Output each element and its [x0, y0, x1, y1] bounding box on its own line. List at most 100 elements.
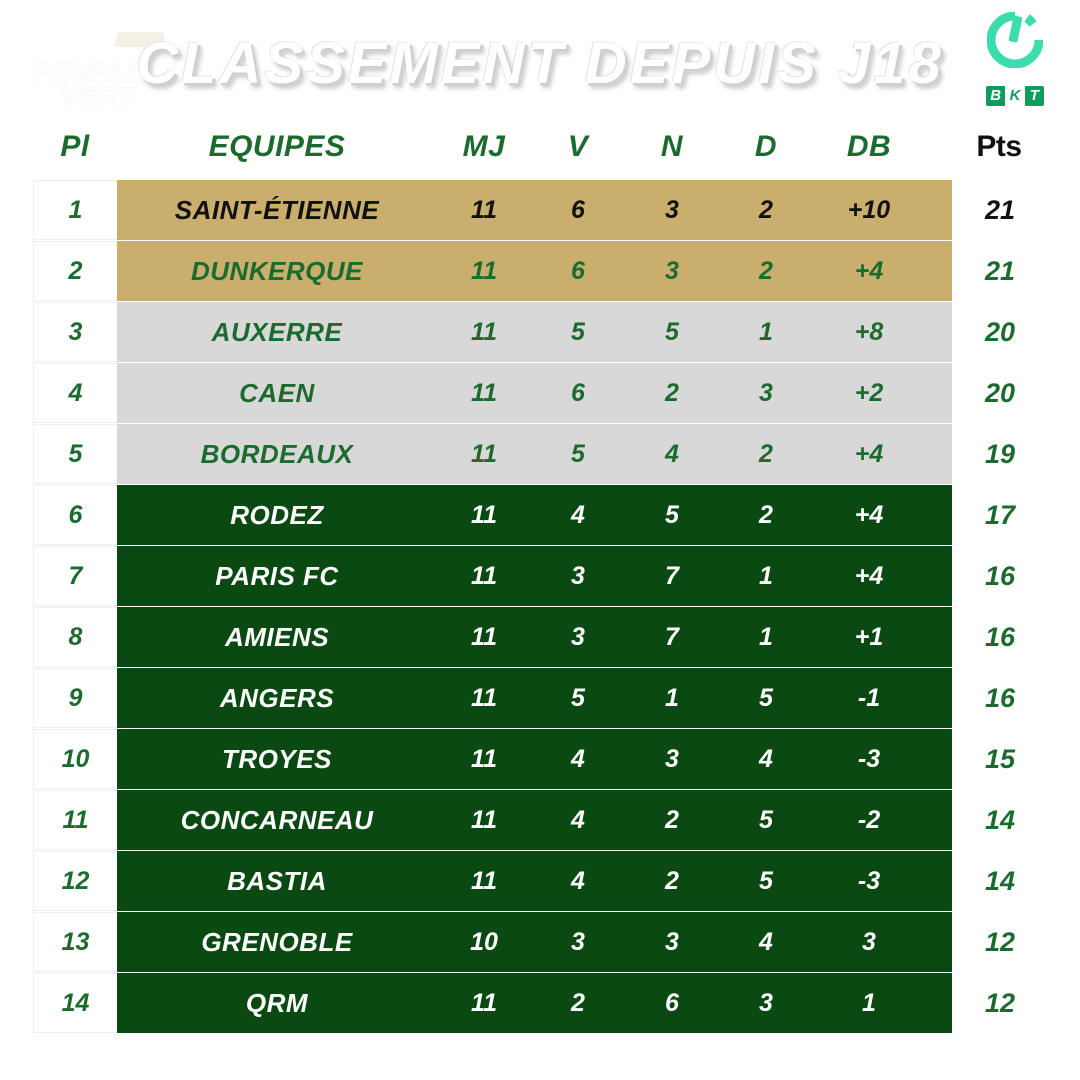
table-row[interactable]: 9 ANGERS 11 5 1 5 -1 16: [33, 668, 1048, 728]
table-row[interactable]: 4 CAEN 11 6 2 3 +2 20: [33, 363, 1048, 423]
cell-goal-difference: 1: [862, 988, 876, 1017]
cell-losses: 1: [759, 561, 773, 590]
cell-wins: 6: [571, 195, 585, 224]
cell-position: 1: [33, 180, 117, 240]
cell-team-name: ANGERS: [219, 682, 335, 713]
cell-matches-played: 11: [471, 195, 497, 224]
cell-position: 2: [33, 241, 117, 301]
cell-losses: 5: [759, 683, 773, 712]
cell-matches-played: 11: [471, 744, 497, 773]
cell-goal-difference: -3: [857, 866, 881, 895]
cell-draws: 1: [665, 683, 679, 712]
table-row[interactable]: 6 RODEZ 11 4 5 2 +4 17: [33, 485, 1048, 545]
cell-draws: 3: [665, 744, 679, 773]
cell-team-name: BORDEAUX: [200, 438, 354, 469]
cell-team-name: AMIENS: [224, 621, 330, 652]
cell-losses: 4: [759, 927, 773, 956]
cell-goal-difference: +8: [854, 317, 884, 346]
row-bar: GRENOBLE 10 3 3 4 3: [117, 912, 952, 972]
cell-losses: 2: [759, 439, 773, 468]
table-row[interactable]: 1 SAINT-ÉTIENNE 11 6 3 2 +10 21: [33, 180, 1048, 240]
table-row[interactable]: 12 BASTIA 11 4 2 5 -3 14: [33, 851, 1048, 911]
cell-position: 9: [33, 668, 117, 728]
column-header-d: D: [754, 130, 778, 163]
cell-team-name: TROYES: [222, 743, 332, 774]
cell-goal-difference: +1: [854, 622, 884, 651]
cell-matches-played: 11: [471, 561, 497, 590]
cell-points: 14: [952, 790, 1048, 850]
cell-team-name: CONCARNEAU: [180, 804, 374, 835]
cell-position: 10: [33, 729, 117, 789]
cell-team-name: DUNKERQUE: [190, 255, 364, 286]
row-bar: BORDEAUX 11 5 4 2 +4: [117, 424, 952, 484]
column-header-v: V: [567, 130, 589, 163]
cell-draws: 7: [665, 561, 679, 590]
table-row[interactable]: 3 AUXERRE 11 5 5 1 +8 20: [33, 302, 1048, 362]
cell-draws: 5: [665, 500, 679, 529]
row-bar: DUNKERQUE 11 6 3 2 +4: [117, 241, 952, 301]
peuple-vert-logo: PEUPLE VERT: [24, 14, 174, 114]
cell-losses: 1: [759, 622, 773, 651]
column-header-team: EQUIPES: [208, 130, 346, 163]
cell-team-name: BASTIA: [227, 865, 327, 896]
cell-matches-played: 11: [471, 683, 497, 712]
cell-losses: 3: [759, 378, 773, 407]
cell-wins: 5: [571, 439, 585, 468]
cell-wins: 2: [571, 988, 585, 1017]
cell-wins: 3: [571, 927, 585, 956]
cell-wins: 4: [571, 866, 585, 895]
cell-points: 17: [952, 485, 1048, 545]
cell-losses: 2: [759, 195, 773, 224]
row-bar: AUXERRE 11 5 5 1 +8: [117, 302, 952, 362]
cell-position: 12: [33, 851, 117, 911]
cell-goal-difference: -1: [857, 683, 881, 712]
cell-draws: 3: [665, 927, 679, 956]
table-row[interactable]: 5 BORDEAUX 11 5 4 2 +4 19: [33, 424, 1048, 484]
cell-matches-played: 11: [471, 988, 497, 1017]
cell-position: 5: [33, 424, 117, 484]
bkt-letter-t: T: [1024, 86, 1044, 106]
cell-wins: 5: [571, 317, 585, 346]
row-bar: AMIENS 11 3 7 1 +1: [117, 607, 952, 667]
cell-draws: 7: [665, 622, 679, 651]
table-row[interactable]: 11 CONCARNEAU 11 4 2 5 -2 14: [33, 790, 1048, 850]
cell-points: 15: [952, 729, 1048, 789]
cell-goal-difference: +4: [854, 439, 884, 468]
cell-wins: 3: [571, 561, 585, 590]
cell-losses: 4: [759, 744, 773, 773]
cell-matches-played: 11: [471, 317, 497, 346]
cell-points: 20: [952, 302, 1048, 362]
cell-position: 6: [33, 485, 117, 545]
cell-goal-difference: -2: [857, 805, 881, 834]
cell-matches-played: 11: [471, 622, 497, 651]
table-row[interactable]: 8 AMIENS 11 3 7 1 +1 16: [33, 607, 1048, 667]
cell-team-name: CAEN: [239, 377, 315, 408]
table-row[interactable]: 10 TROYES 11 4 3 4 -3 15: [33, 729, 1048, 789]
cell-team-name: SAINT-ÉTIENNE: [174, 194, 380, 225]
bkt-letter-b: B: [986, 86, 1006, 106]
table-row[interactable]: 13 GRENOBLE 10 3 3 4 3 12: [33, 912, 1048, 972]
row-bar: SAINT-ÉTIENNE 11 6 3 2 +10: [117, 180, 952, 240]
cell-position: 14: [33, 973, 117, 1033]
cell-position: 7: [33, 546, 117, 606]
table-row[interactable]: 7 PARIS FC 11 3 7 1 +4 16: [33, 546, 1048, 606]
table-row[interactable]: 2 DUNKERQUE 11 6 3 2 +4 21: [33, 241, 1048, 301]
cell-draws: 3: [665, 256, 679, 285]
page-title: CLASSEMENT DEPUIS J18: [136, 31, 944, 96]
cell-draws: 3: [665, 195, 679, 224]
row-bar: RODEZ 11 4 5 2 +4: [117, 485, 952, 545]
row-bar: TROYES 11 4 3 4 -3: [117, 729, 952, 789]
cell-points: 21: [952, 241, 1048, 301]
cell-goal-difference: +4: [854, 500, 884, 529]
cell-points: 12: [952, 912, 1048, 972]
header: PEUPLE VERT CLASSEMENT DEPUIS J18 B K T: [0, 0, 1080, 118]
cell-losses: 1: [759, 317, 773, 346]
column-header-pts: Pts: [976, 130, 1022, 163]
ligue2-bkt-logo: B K T: [974, 12, 1056, 112]
cell-position: 3: [33, 302, 117, 362]
row-bar: CONCARNEAU 11 4 2 5 -2: [117, 790, 952, 850]
table-row[interactable]: 14 QRM 11 2 6 3 1 12: [33, 973, 1048, 1033]
cell-draws: 5: [665, 317, 679, 346]
table-header-row: Pl EQUIPES MJ V N D DB Pts: [33, 118, 1047, 176]
cell-matches-played: 11: [471, 805, 497, 834]
